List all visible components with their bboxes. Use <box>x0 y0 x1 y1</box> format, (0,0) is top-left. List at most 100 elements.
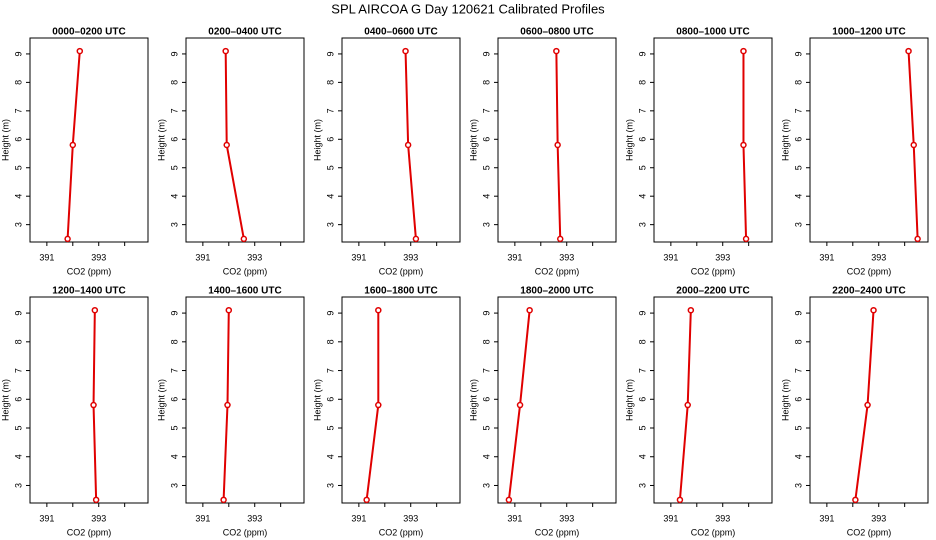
point <box>91 306 99 314</box>
point <box>92 496 100 504</box>
point <box>64 235 71 243</box>
y-axis-label: Height (m) <box>468 119 478 161</box>
y-tick-label: 7 <box>169 108 179 113</box>
y-tick-label: 3 <box>793 222 803 227</box>
x-tick-label: 393 <box>871 252 886 262</box>
panel-title: 1400–1600 UTC <box>208 286 281 297</box>
x-tick-label: 393 <box>247 252 262 262</box>
y-tick-label: 4 <box>325 194 335 199</box>
panel-title: 2000–2200 UTC <box>676 286 749 297</box>
x-tick-label: 393 <box>403 252 418 262</box>
x-axis-label: CO2 (ppm) <box>691 266 736 276</box>
y-tick-label: 5 <box>325 426 335 431</box>
y-tick-label: 4 <box>169 454 179 459</box>
point <box>240 235 248 243</box>
point <box>404 141 412 149</box>
point <box>554 141 561 149</box>
point <box>223 141 230 149</box>
y-tick-label: 3 <box>13 483 23 488</box>
y-axis-label: Height (m) <box>0 379 10 421</box>
x-tick-label: 391 <box>819 252 834 262</box>
y-tick-label: 8 <box>793 339 803 344</box>
y-tick-label: 9 <box>13 311 23 316</box>
x-tick-label: 391 <box>507 513 522 523</box>
y-tick-label: 8 <box>169 339 179 344</box>
point <box>687 306 695 314</box>
y-tick-label: 8 <box>325 80 335 85</box>
y-tick-label: 8 <box>637 80 647 85</box>
plot-frame <box>29 37 149 243</box>
plot-frame <box>653 296 773 504</box>
point <box>526 306 533 314</box>
point <box>412 235 420 243</box>
y-tick-label: 3 <box>169 483 179 488</box>
y-tick-label: 4 <box>793 194 803 199</box>
y-tick-label: 5 <box>169 165 179 170</box>
y-tick-label: 8 <box>481 80 491 85</box>
y-tick-label: 8 <box>637 339 647 344</box>
plot-frame <box>497 37 617 243</box>
point <box>910 141 917 149</box>
point <box>553 47 560 55</box>
point <box>905 47 912 55</box>
x-tick-label: 393 <box>247 513 262 523</box>
x-tick-label: 393 <box>91 513 106 523</box>
x-axis-label: CO2 (ppm) <box>223 266 268 276</box>
y-tick-label: 9 <box>13 51 23 56</box>
y-tick-label: 9 <box>637 311 647 316</box>
x-tick-label: 393 <box>871 513 886 523</box>
plot-frame <box>29 296 149 504</box>
point <box>224 401 231 409</box>
y-tick-label: 6 <box>169 397 179 402</box>
y-axis-label: Height (m) <box>624 119 634 161</box>
plot-frame <box>653 37 773 243</box>
y-tick-label: 4 <box>169 194 179 199</box>
x-tick-label: 391 <box>507 252 522 262</box>
y-tick-label: 5 <box>793 165 803 170</box>
x-tick-label: 391 <box>195 513 210 523</box>
panel-title: 2200–2400 UTC <box>832 286 905 297</box>
x-tick-label: 391 <box>663 252 678 262</box>
x-axis-label: CO2 (ppm) <box>847 266 892 276</box>
point <box>375 401 382 409</box>
y-tick-label: 7 <box>793 368 803 373</box>
point <box>870 306 877 314</box>
y-tick-label: 7 <box>481 108 491 113</box>
y-tick-label: 9 <box>481 51 491 56</box>
x-tick-label: 391 <box>39 252 54 262</box>
y-tick-label: 6 <box>169 137 179 142</box>
y-axis-label: Height (m) <box>156 119 166 161</box>
y-tick-label: 7 <box>637 108 647 113</box>
y-tick-label: 6 <box>637 397 647 402</box>
y-tick-label: 5 <box>169 426 179 431</box>
y-tick-label: 6 <box>637 137 647 142</box>
y-axis-label: Height (m) <box>312 119 322 161</box>
point <box>864 401 871 409</box>
y-tick-label: 3 <box>169 222 179 227</box>
y-tick-label: 5 <box>481 426 491 431</box>
panel-title: 0000–0200 UTC <box>52 27 125 38</box>
y-tick-label: 4 <box>13 454 23 459</box>
point <box>676 496 684 504</box>
y-tick-label: 5 <box>13 165 23 170</box>
x-axis-label: CO2 (ppm) <box>67 266 112 276</box>
x-axis-label: CO2 (ppm) <box>67 527 112 537</box>
y-tick-label: 3 <box>793 483 803 488</box>
point <box>375 306 382 314</box>
panel-title: 1800–2000 UTC <box>520 286 593 297</box>
point <box>76 47 84 55</box>
x-tick-label: 391 <box>195 252 210 262</box>
y-tick-label: 7 <box>13 368 23 373</box>
x-tick-label: 391 <box>351 513 366 523</box>
y-axis-label: Height (m) <box>468 379 478 421</box>
point <box>852 496 859 504</box>
y-tick-label: 5 <box>325 165 335 170</box>
y-tick-label: 8 <box>169 80 179 85</box>
y-tick-label: 5 <box>637 426 647 431</box>
y-tick-label: 7 <box>793 108 803 113</box>
plot-frame <box>185 37 305 243</box>
x-tick-label: 393 <box>715 252 730 262</box>
plot-frame <box>341 37 461 243</box>
